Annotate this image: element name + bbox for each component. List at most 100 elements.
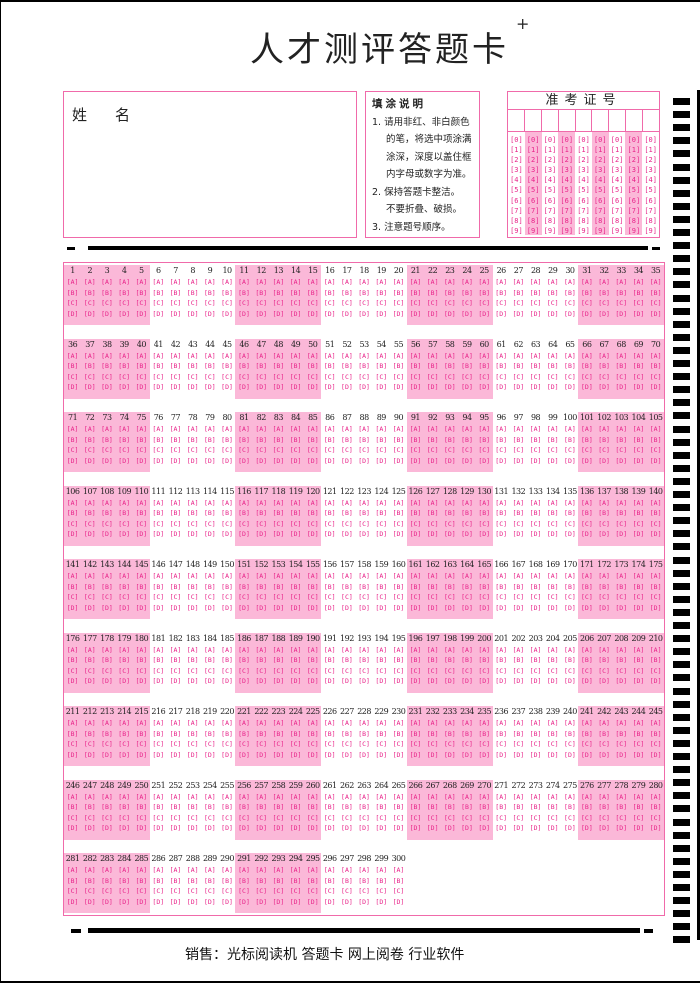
option-bubble-a[interactable]: [A] — [306, 719, 319, 727]
option-bubble-d[interactable]: [D] — [615, 603, 628, 612]
option-bubble-a[interactable]: [A] — [289, 866, 302, 874]
digit-bubble[interactable]: [5] — [627, 186, 641, 195]
option-bubble-c[interactable]: [C] — [255, 446, 268, 455]
option-bubble-a[interactable]: [A] — [152, 719, 165, 727]
option-bubble-a[interactable]: [A] — [118, 866, 131, 874]
option-bubble-c[interactable]: [C] — [546, 446, 559, 455]
option-bubble-a[interactable]: [A] — [118, 498, 131, 507]
option-bubble-a[interactable]: [A] — [512, 719, 525, 727]
option-bubble-b[interactable]: [B] — [529, 288, 542, 297]
option-bubble-a[interactable]: [A] — [358, 645, 370, 654]
option-bubble-b[interactable]: [B] — [598, 288, 610, 297]
digit-bubble[interactable]: [4] — [593, 176, 607, 185]
option-bubble-c[interactable]: [C] — [323, 666, 336, 675]
option-bubble-b[interactable]: [B] — [272, 509, 285, 518]
option-bubble-d[interactable]: [D] — [341, 383, 353, 392]
option-bubble-b[interactable]: [B] — [323, 876, 336, 885]
option-bubble-a[interactable]: [A] — [135, 351, 148, 360]
option-bubble-d[interactable]: [D] — [598, 383, 610, 392]
option-bubble-d[interactable]: [D] — [426, 309, 439, 318]
option-bubble-c[interactable]: [C] — [649, 372, 662, 381]
option-bubble-a[interactable]: [A] — [221, 719, 233, 727]
option-bubble-d[interactable]: [D] — [598, 750, 610, 759]
option-bubble-a[interactable]: [A] — [649, 792, 662, 801]
option-bubble-b[interactable]: [B] — [649, 435, 662, 444]
option-bubble-d[interactable]: [D] — [221, 750, 233, 759]
option-bubble-d[interactable]: [D] — [152, 309, 165, 318]
option-bubble-d[interactable]: [D] — [186, 456, 199, 465]
option-bubble-a[interactable]: [A] — [375, 278, 388, 286]
option-bubble-c[interactable]: [C] — [632, 372, 645, 381]
option-bubble-a[interactable]: [A] — [598, 572, 610, 580]
option-bubble-b[interactable]: [B] — [221, 582, 233, 591]
option-bubble-a[interactable]: [A] — [118, 719, 131, 727]
option-bubble-a[interactable]: [A] — [323, 498, 336, 507]
option-bubble-a[interactable]: [A] — [512, 572, 525, 580]
option-bubble-a[interactable]: [A] — [323, 425, 336, 433]
option-bubble-c[interactable]: [C] — [118, 372, 131, 381]
option-bubble-a[interactable]: [A] — [632, 792, 645, 801]
option-bubble-d[interactable]: [D] — [169, 897, 182, 906]
option-bubble-b[interactable]: [B] — [461, 729, 473, 738]
option-bubble-a[interactable]: [A] — [392, 351, 405, 360]
option-bubble-c[interactable]: [C] — [478, 519, 491, 528]
option-bubble-d[interactable]: [D] — [289, 530, 302, 539]
option-bubble-c[interactable]: [C] — [615, 593, 628, 602]
option-bubble-a[interactable]: [A] — [238, 866, 250, 874]
option-bubble-c[interactable]: [C] — [341, 666, 353, 675]
digit-bubble[interactable]: [0] — [560, 136, 574, 144]
option-bubble-b[interactable]: [B] — [426, 362, 439, 371]
option-bubble-c[interactable]: [C] — [375, 887, 388, 896]
digit-bubble[interactable]: [3] — [543, 166, 557, 175]
digit-bubble[interactable]: [1] — [627, 146, 641, 155]
option-bubble-d[interactable]: [D] — [495, 530, 508, 539]
option-bubble-b[interactable]: [B] — [443, 288, 456, 297]
option-bubble-d[interactable]: [D] — [598, 824, 610, 833]
option-bubble-c[interactable]: [C] — [238, 887, 250, 896]
option-bubble-c[interactable]: [C] — [392, 887, 405, 896]
option-bubble-c[interactable]: [C] — [255, 299, 268, 308]
option-bubble-a[interactable]: [A] — [426, 572, 439, 580]
option-bubble-b[interactable]: [B] — [409, 509, 422, 518]
option-bubble-b[interactable]: [B] — [255, 582, 268, 591]
option-bubble-b[interactable]: [B] — [255, 656, 268, 665]
option-bubble-d[interactable]: [D] — [478, 750, 491, 759]
option-bubble-d[interactable]: [D] — [323, 603, 336, 612]
option-bubble-a[interactable]: [A] — [306, 645, 319, 654]
option-bubble-c[interactable]: [C] — [581, 446, 593, 455]
option-bubble-c[interactable]: [C] — [598, 593, 610, 602]
option-bubble-a[interactable]: [A] — [323, 719, 336, 727]
option-bubble-b[interactable]: [B] — [83, 803, 96, 812]
option-bubble-a[interactable]: [A] — [546, 425, 559, 433]
option-bubble-c[interactable]: [C] — [392, 446, 405, 455]
digit-bubble[interactable]: [1] — [526, 146, 540, 155]
option-bubble-a[interactable]: [A] — [135, 866, 148, 874]
option-bubble-d[interactable]: [D] — [272, 383, 285, 392]
option-bubble-b[interactable]: [B] — [598, 582, 610, 591]
option-bubble-b[interactable]: [B] — [529, 656, 542, 665]
option-bubble-c[interactable]: [C] — [529, 813, 542, 822]
option-bubble-a[interactable]: [A] — [392, 278, 405, 286]
option-bubble-c[interactable]: [C] — [409, 372, 422, 381]
option-bubble-a[interactable]: [A] — [203, 425, 216, 433]
option-bubble-d[interactable]: [D] — [461, 456, 473, 465]
option-bubble-a[interactable]: [A] — [83, 351, 96, 360]
option-bubble-a[interactable]: [A] — [375, 645, 388, 654]
option-bubble-c[interactable]: [C] — [443, 666, 456, 675]
option-bubble-b[interactable]: [B] — [426, 656, 439, 665]
option-bubble-d[interactable]: [D] — [375, 530, 388, 539]
option-bubble-a[interactable]: [A] — [443, 425, 456, 433]
digit-bubble[interactable]: [5] — [510, 186, 523, 195]
option-bubble-c[interactable]: [C] — [203, 813, 216, 822]
option-bubble-a[interactable]: [A] — [101, 719, 113, 727]
option-bubble-c[interactable]: [C] — [546, 519, 559, 528]
option-bubble-d[interactable]: [D] — [409, 456, 422, 465]
option-bubble-a[interactable]: [A] — [358, 792, 370, 801]
option-bubble-d[interactable]: [D] — [83, 456, 96, 465]
option-bubble-c[interactable]: [C] — [186, 666, 199, 675]
option-bubble-c[interactable]: [C] — [495, 519, 508, 528]
option-bubble-d[interactable]: [D] — [66, 456, 79, 465]
option-bubble-a[interactable]: [A] — [564, 792, 576, 801]
option-bubble-a[interactable]: [A] — [495, 351, 508, 360]
option-bubble-a[interactable]: [A] — [83, 645, 96, 654]
